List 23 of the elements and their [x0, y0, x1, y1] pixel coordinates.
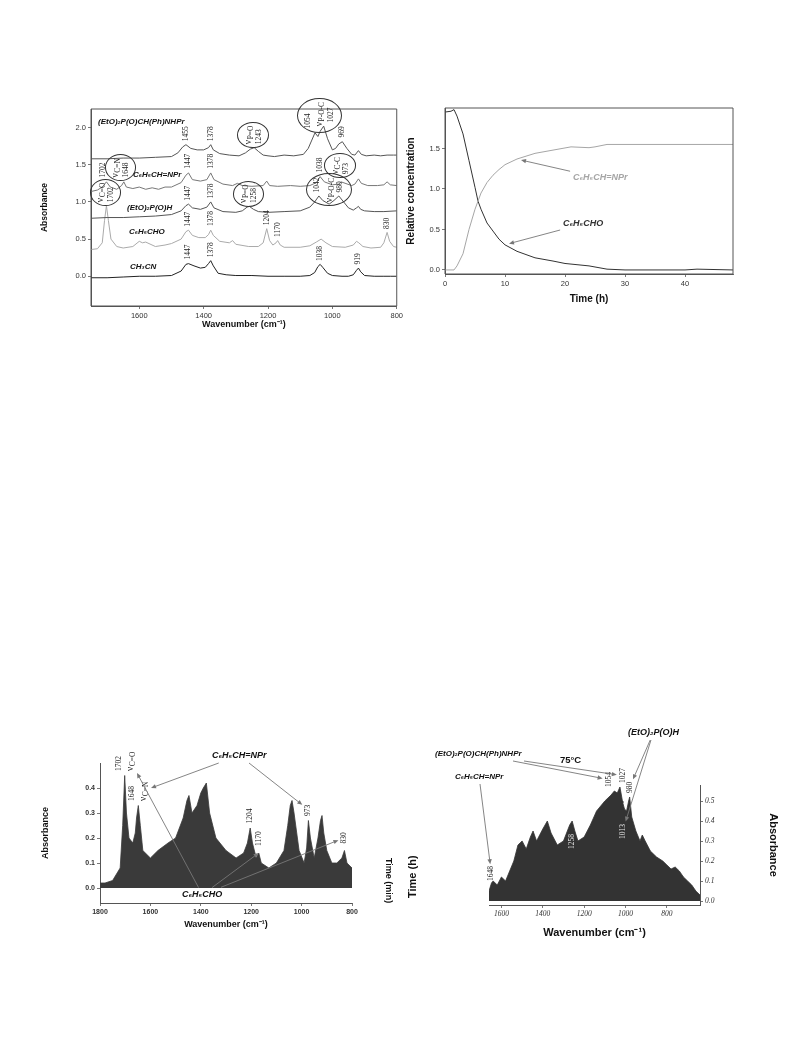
- y-axis-title: Absorbance: [768, 813, 781, 877]
- series-label: CH₃CN: [130, 262, 157, 272]
- text: Time (min): [383, 858, 394, 904]
- y-axis-title: Relative concentration: [404, 137, 416, 245]
- text: (EtO)₂P(O)CH(Ph)NHPr: [98, 117, 186, 127]
- annotation: C₆H₅CHO: [182, 889, 223, 900]
- series-label: C₆H₅CHO: [129, 227, 166, 237]
- text: C₆H₅CH=NPr: [212, 750, 267, 761]
- text: Time (h): [406, 855, 419, 898]
- text: (EtO)₂P(O)CH(Ph)NHPr: [435, 749, 523, 759]
- series-label: C₆H₅CH=NPr: [133, 170, 183, 180]
- text: (EtO)₂P(O)H: [628, 727, 680, 738]
- text: C₆H₅CH=NPr: [573, 172, 628, 183]
- text: C₆H₅CHO: [563, 218, 604, 229]
- x-axis-title: Time (h): [569, 292, 609, 304]
- series-label: (EtO)₂P(O)H: [127, 203, 173, 213]
- x-axis-title: Wavenumber (cm⁻¹): [202, 319, 286, 330]
- text: C₆H₅CH=NPr: [455, 772, 505, 782]
- x-axis-title: Wavenumber (cm⁻¹): [543, 926, 647, 939]
- y-axis-title: Absorbance: [39, 806, 50, 860]
- x-axis-title: Wavenumber (cm⁻¹): [184, 919, 268, 930]
- text: 75°C: [560, 753, 582, 765]
- y-axis-title: Absorbance: [39, 182, 50, 233]
